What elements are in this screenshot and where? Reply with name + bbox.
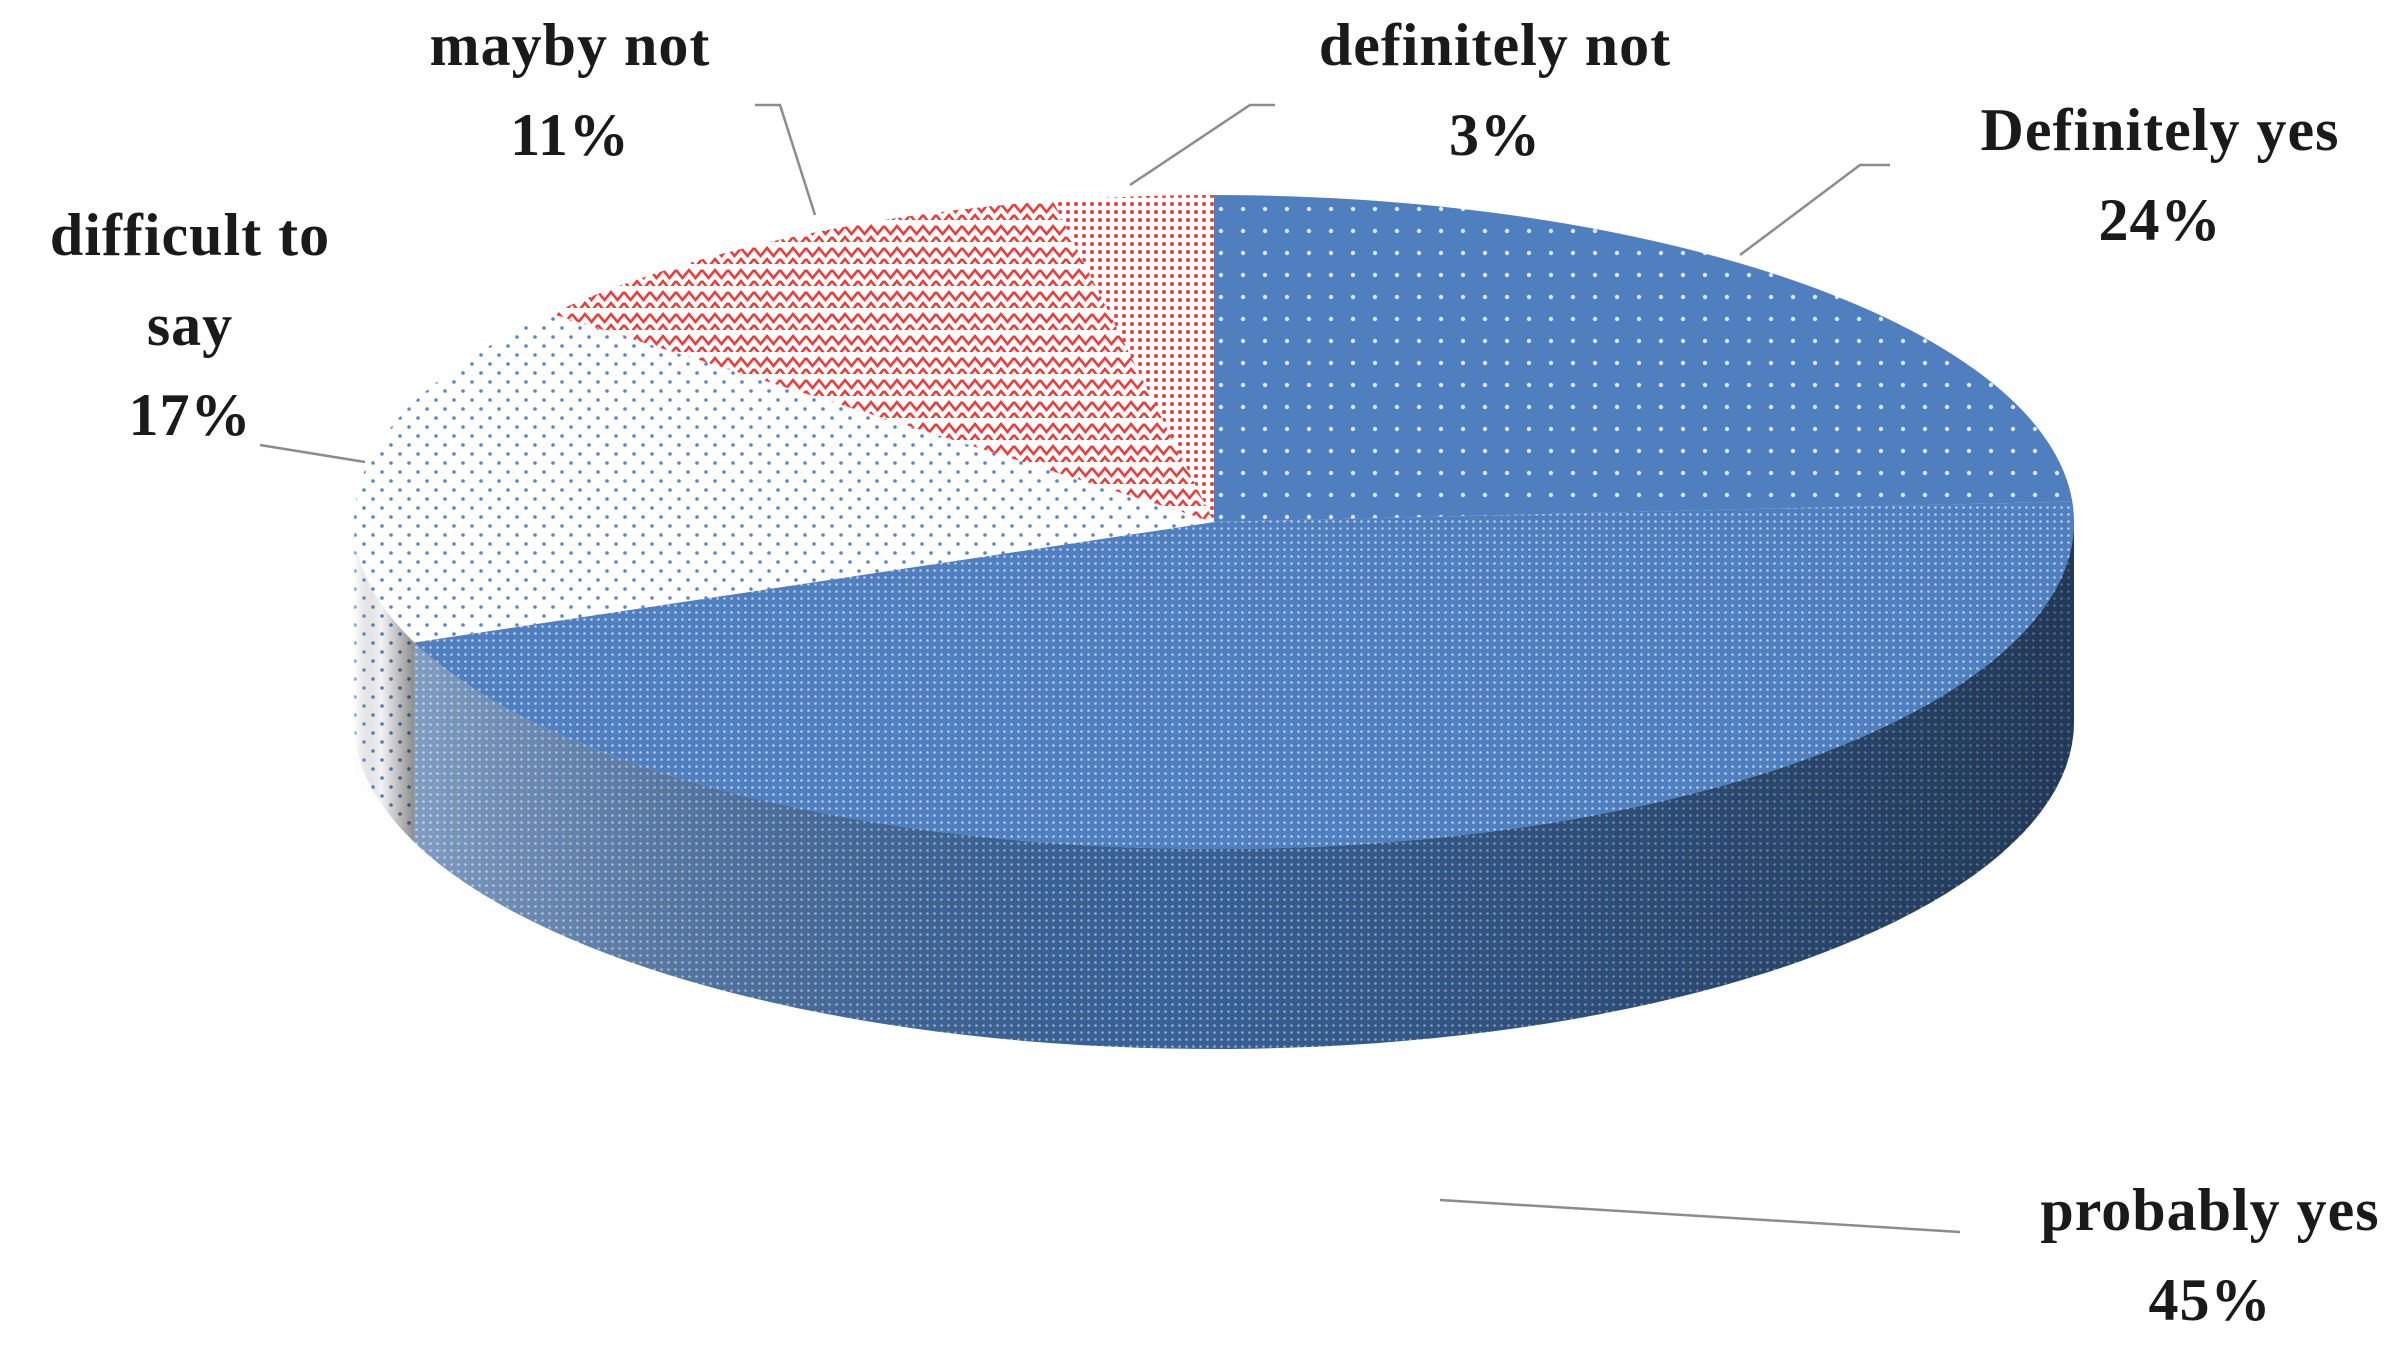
slice-label-definitely-not: definitely not [1319,12,1671,78]
leader-line-difficult-to-say [259,443,366,464]
slice-value-difficult-to-say: 17% [129,382,252,448]
slice-label-difficult-to-say: difficult to [50,202,330,268]
leader-line-probably-yes [1439,1198,1961,1234]
leader-line-mayby-not [755,103,817,216]
pie-slice-mayby-not [551,200,1214,523]
pie-slice-definitely-yes [1214,195,2073,522]
pie-slice-probably-yes [414,501,2074,850]
leader-line-definitely-yes [1739,163,1890,256]
slice-label-mayby-not: mayby not [430,12,711,78]
slice-value-definitely-not: 3% [1449,102,1541,168]
slice-label-difficult-to-say: say [147,292,233,358]
leader-line-definitely-not [1129,103,1275,187]
pie-side-shade [414,522,2074,1049]
slice-value-definitely-yes: 24% [2099,187,2222,253]
pie-slice-definitely-not [1052,195,1214,522]
pie-slice-difficult-to-say [354,313,1214,643]
slice-label-definitely-yes: Definitely yes [1981,97,2340,163]
slice-value-probably-yes: 45% [2149,1267,2272,1333]
pie-side-shade [354,522,415,843]
slice-label-probably-yes: probably yes [2040,1177,2379,1243]
slice-value-mayby-not: 11% [510,102,630,168]
